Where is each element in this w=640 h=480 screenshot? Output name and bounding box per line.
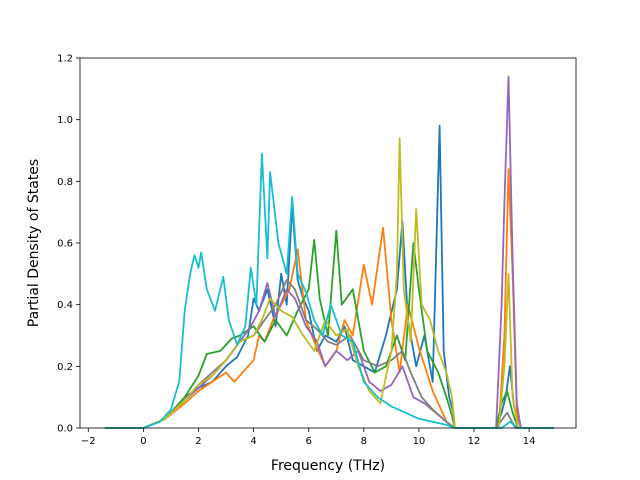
- series-line-7: [104, 152, 554, 429]
- x-axis-ticks: −2 0 2 4 6 8 10 12 14: [81, 428, 536, 447]
- y-tick-label: 0.6: [57, 239, 73, 250]
- y-axis-label: Partial Density of States: [26, 159, 42, 327]
- y-tick-label: 0.2: [57, 362, 73, 373]
- y-tick-label: 0.0: [57, 424, 73, 435]
- series-line-5: [104, 279, 554, 429]
- y-axis-ticks: 0.0 0.2 0.4 0.6 0.8 1.0 1.2: [57, 54, 80, 435]
- x-tick-label: −2: [81, 436, 96, 447]
- x-tick-label: 4: [250, 436, 256, 447]
- x-tick-label: 0: [140, 436, 146, 447]
- y-tick-label: 1.2: [57, 54, 73, 65]
- x-axis-label: Frequency (THz): [271, 458, 385, 474]
- plot-lines: [104, 75, 554, 429]
- y-tick-label: 1.0: [57, 115, 73, 126]
- y-tick-label: 0.4: [57, 300, 73, 311]
- x-tick-label: 10: [413, 436, 426, 447]
- x-tick-label: 8: [361, 436, 367, 447]
- x-tick-label: 12: [468, 436, 481, 447]
- x-tick-label: 6: [306, 436, 312, 447]
- x-tick-label: 14: [523, 436, 536, 447]
- x-tick-label: 2: [195, 436, 201, 447]
- series-line-6: [104, 137, 554, 429]
- y-tick-label: 0.8: [57, 177, 73, 188]
